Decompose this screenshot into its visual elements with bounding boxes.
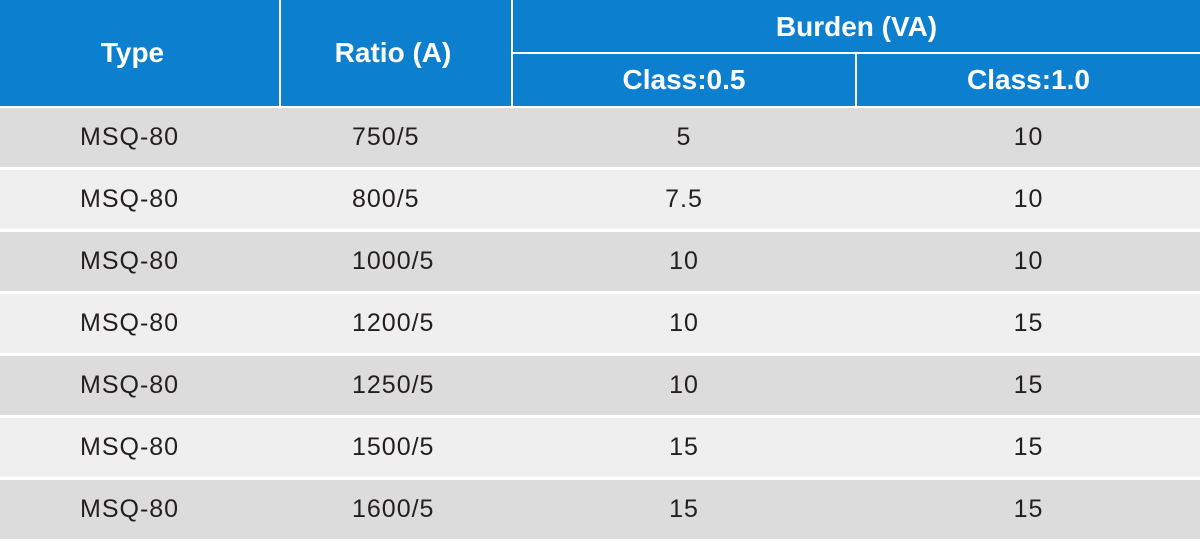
cell-type: MSQ-80: [80, 309, 180, 337]
header-class-05-label: Class:0.5: [622, 64, 746, 95]
header-burden: Burden (VA): [513, 0, 1200, 52]
header-ratio-label: Ratio (A): [334, 37, 452, 68]
table-row: MSQ-80 750/5 5 10: [0, 108, 1200, 167]
cell-class-10: 15: [1013, 495, 1044, 523]
header-burden-label: Burden (VA): [775, 11, 938, 42]
table-row: MSQ-80 800/5 7.5 10: [0, 170, 1200, 229]
cell-class-10: 15: [1013, 433, 1044, 461]
table-row: MSQ-80 1600/5 15 15: [0, 480, 1200, 539]
cell-class-05: 15: [669, 495, 699, 523]
header-class-05: Class:0.5: [513, 54, 855, 106]
table-row: MSQ-80 1200/5 10 15: [0, 294, 1200, 353]
cell-ratio: 1200/5: [352, 309, 435, 337]
cell-class-10: 15: [1013, 371, 1044, 399]
table-row: MSQ-80 1500/5 15 15: [0, 418, 1200, 477]
column-divider: [511, 0, 513, 106]
cell-ratio: 1500/5: [352, 433, 435, 461]
header-ratio: Ratio (A): [281, 0, 511, 106]
cell-class-10: 15: [1013, 309, 1044, 337]
cell-type: MSQ-80: [80, 185, 180, 213]
cell-type: MSQ-80: [80, 247, 180, 275]
header-type: Type: [0, 0, 279, 106]
header-class-10: Class:1.0: [857, 54, 1200, 106]
table-row: MSQ-80 1250/5 10 15: [0, 356, 1200, 415]
cell-type: MSQ-80: [80, 123, 180, 151]
cell-ratio: 1000/5: [352, 247, 435, 275]
column-divider: [855, 54, 857, 106]
cell-class-10: 10: [1013, 247, 1044, 275]
cell-class-05: 15: [669, 433, 699, 461]
cell-ratio: 1250/5: [352, 371, 435, 399]
cell-ratio: 1600/5: [352, 495, 435, 523]
cell-class-05: 10: [669, 247, 699, 275]
cell-class-05: 7.5: [665, 185, 703, 213]
cell-ratio: 800/5: [352, 185, 420, 213]
header-type-label: Type: [100, 37, 165, 68]
cell-type: MSQ-80: [80, 433, 180, 461]
header-divider: [513, 52, 1200, 54]
header-class-10-label: Class:1.0: [967, 64, 1090, 95]
cell-type: MSQ-80: [80, 495, 180, 523]
cell-class-10: 10: [1013, 185, 1044, 213]
cell-ratio: 750/5: [352, 123, 420, 151]
cell-class-05: 10: [669, 309, 699, 337]
cell-class-10: 10: [1013, 123, 1044, 151]
cell-class-05: 5: [676, 123, 692, 151]
column-divider: [279, 0, 281, 106]
table-row: MSQ-80 1000/5 10 10: [0, 232, 1200, 291]
cell-type: MSQ-80: [80, 371, 180, 399]
cell-class-05: 10: [669, 371, 699, 399]
